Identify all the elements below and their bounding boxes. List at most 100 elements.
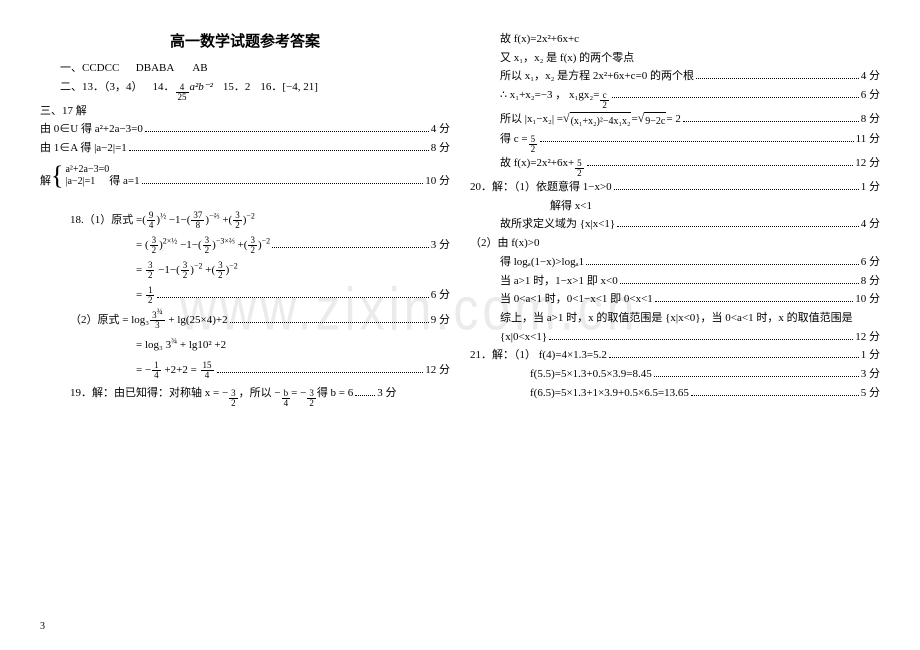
dots: [587, 165, 854, 166]
l2-txt: 由 1∈A 得 |a−2|=1: [40, 139, 127, 158]
r-l4-txt: ∴ x₁+x₂=−3 ， x₁gx₂=: [500, 86, 599, 105]
q20-r7: {x|0<x<1} 12 分: [470, 328, 880, 347]
q21-h-pts: 1 分: [861, 346, 880, 365]
dots: [217, 372, 424, 373]
q21-r2: f(6.5)=5×1.3+1×3.9+0.5×6.5=13.65 5 分: [470, 384, 880, 403]
dots: [157, 297, 428, 298]
q19-f1: 32: [229, 389, 238, 408]
section1-seq: CCDCC DBABA AB: [82, 59, 208, 78]
sqrt-icon: √9−2c: [638, 112, 667, 130]
d: 2: [600, 101, 609, 110]
dots: [620, 283, 859, 284]
s2-q16l: 16．: [260, 78, 282, 97]
s2-q15: 15．2: [223, 78, 251, 97]
dots: [612, 97, 859, 98]
q20-r7-txt: {x|0<x<1}: [500, 328, 547, 347]
dots: [617, 226, 859, 227]
dots: [129, 150, 429, 151]
s2-q14v: a²b⁻²: [190, 78, 213, 97]
q20-r6-txt: 综上，当 a>1 时，x 的取值范围是 {x|x<0}，当 0<a<1 时，x …: [500, 309, 853, 328]
q20-r3-pts: 6 分: [861, 253, 880, 272]
q21-r1: f(5.5)=5×1.3+0.5×3.9=8.45 3 分: [470, 365, 880, 384]
dots: [549, 339, 853, 340]
dots: [230, 322, 429, 323]
s2-q16v: [−4, 21]: [282, 78, 318, 97]
q18-p2head: （2）原式 = log₃: [70, 311, 149, 330]
r-l7-txt: 故 f(x)=2x²+6x+: [500, 154, 574, 173]
page-number: 3: [40, 621, 45, 632]
dots: [355, 395, 375, 396]
q19-mid2: = −: [291, 384, 306, 403]
q19-mid: ，所以 −: [239, 384, 281, 403]
r-l1: 故 f(x)=2x²+6x+c: [470, 30, 880, 49]
q20-h-txt: 20．解：（1）依题意得 1−x>0: [470, 178, 612, 197]
q21-h-txt: 21．解：（1） f(4)=4×1.3=5.2: [470, 346, 607, 365]
frac-den: 25: [176, 93, 189, 102]
left-column: 高一数学试题参考答案 一、 CCDCC DBABA AB 二、 13．（3，4）…: [40, 30, 450, 408]
r-l7: 故 f(x)=2x²+6x+ 52 12 分: [470, 154, 880, 178]
q21-r1-pts: 3 分: [861, 365, 880, 384]
q21-r2-txt: f(6.5)=5×1.3+1×3.9+0.5×6.5=13.65: [530, 384, 689, 403]
q18-p2-r3t: = −14 +2+2 = 154: [136, 361, 215, 380]
q20-r4: 当 a>1 时，1−x>1 即 x<0 8 分: [470, 272, 880, 291]
q18-r4: = 12 6 分: [40, 286, 450, 305]
q20-r2-txt: 故所求定义域为 {x|x<1}: [500, 215, 615, 234]
d: 2: [529, 145, 538, 154]
q18-r3t: = 32 −1−(32)−2 +(32)−2: [136, 261, 238, 280]
dots: [540, 141, 854, 142]
l2-pts: 8 分: [431, 139, 450, 158]
dots: [142, 183, 424, 184]
dots: [655, 301, 853, 302]
q20-r1: 解得 x<1: [470, 197, 880, 216]
q19-f2: b4: [282, 389, 291, 408]
l3-post: 得 a=1: [109, 172, 139, 191]
r-l4-pts: 6 分: [861, 86, 880, 105]
r-l6: 得 c = 52 11 分: [470, 130, 880, 154]
radicand: 9−2c: [644, 112, 666, 130]
q18-r2t: = (32)2×½ −1−(32)−3×⅔ +(32)−2: [136, 236, 270, 255]
right-column: 故 f(x)=2x²+6x+c 又 x₁，x₂ 是 f(x) 的两个零点 所以 …: [470, 30, 880, 408]
d: 2: [307, 399, 316, 408]
section1: 一、 CCDCC DBABA AB: [40, 59, 450, 78]
q20-r5: 当 0<a<1 时，0<1−x<1 即 0<x<1 10 分: [470, 290, 880, 309]
r-l6-pts: 11 分: [856, 130, 880, 149]
page-container: 高一数学试题参考答案 一、 CCDCC DBABA AB 二、 13．（3，4）…: [0, 0, 920, 418]
d: 2: [575, 169, 584, 178]
q18-p2-r1p: 9 分: [431, 311, 450, 330]
q18-p2-r2t: = log₃ 3¾ + lg10² +2: [136, 336, 226, 355]
q18-r3: = 32 −1−(32)−2 +(32)−2: [40, 261, 450, 280]
s2-q14-frac: 425: [176, 83, 189, 102]
q18-r2p: 3 分: [431, 236, 450, 255]
q20-r3-txt: 得 logₐ(1−x)>logₐ1: [500, 253, 584, 272]
q20-r6: 综上，当 a>1 时，x 的取值范围是 {x|x<0}，当 0<a<1 时，x …: [470, 309, 880, 328]
q20-r3: 得 logₐ(1−x)>logₐ1 6 分: [470, 253, 880, 272]
q20-p2: （2）由 f(x)>0: [470, 234, 880, 253]
q18-p2-r1t: 3¾3 + lg(25×4)+2: [149, 311, 228, 330]
l1-pts: 4 分: [431, 120, 450, 139]
dots: [683, 121, 859, 122]
section2: 二、 13．（3，4） 14． 425 a²b⁻² 15．2 16． [−4, …: [40, 78, 450, 102]
r-l7-frac: 52: [575, 159, 584, 178]
r-l4: ∴ x₁+x₂=−3 ， x₁gx₂= c2 6 分: [470, 86, 880, 110]
l1: 由 0∈U 得 a²+2a−3=0 4 分: [40, 120, 450, 139]
q19: 19．解：由已知得：对称轴 x = − 32 ，所以 − b4 = − 32 得…: [40, 384, 450, 408]
q20-r5-pts: 10 分: [855, 290, 880, 309]
r-l5-pts: 8 分: [861, 110, 880, 129]
section3: 三、17 解: [40, 102, 450, 121]
r-l3: 所以 x₁，x₂ 是方程 2x²+6x+c=0 的两个根 4 分: [470, 67, 880, 86]
q20-r4-pts: 8 分: [861, 272, 880, 291]
dots: [272, 247, 429, 248]
dots: [586, 264, 859, 265]
r-l7-pts: 12 分: [855, 154, 880, 173]
s2-q14l: 14．: [153, 78, 175, 97]
dots: [654, 376, 859, 377]
q18-head: 18.（1）原式 =: [70, 211, 142, 230]
dots: [609, 357, 859, 358]
q18-r2: = (32)2×½ −1−(32)−3×⅔ +(32)−2 3 分: [40, 236, 450, 255]
q18-r1a: (94)½ −1−(378)−⅔ +(32)−2: [142, 211, 255, 230]
r-l3-txt: 所以 x₁，x₂ 是方程 2x²+6x+c=0 的两个根: [500, 67, 694, 86]
q21-h: 21．解：（1） f(4)=4×1.3=5.2 1 分: [470, 346, 880, 365]
q20-r4-txt: 当 a>1 时，1−x>1 即 x<0: [500, 272, 618, 291]
q18-p2-r3p: 12 分: [425, 361, 450, 380]
r-l3-pts: 4 分: [861, 67, 880, 86]
